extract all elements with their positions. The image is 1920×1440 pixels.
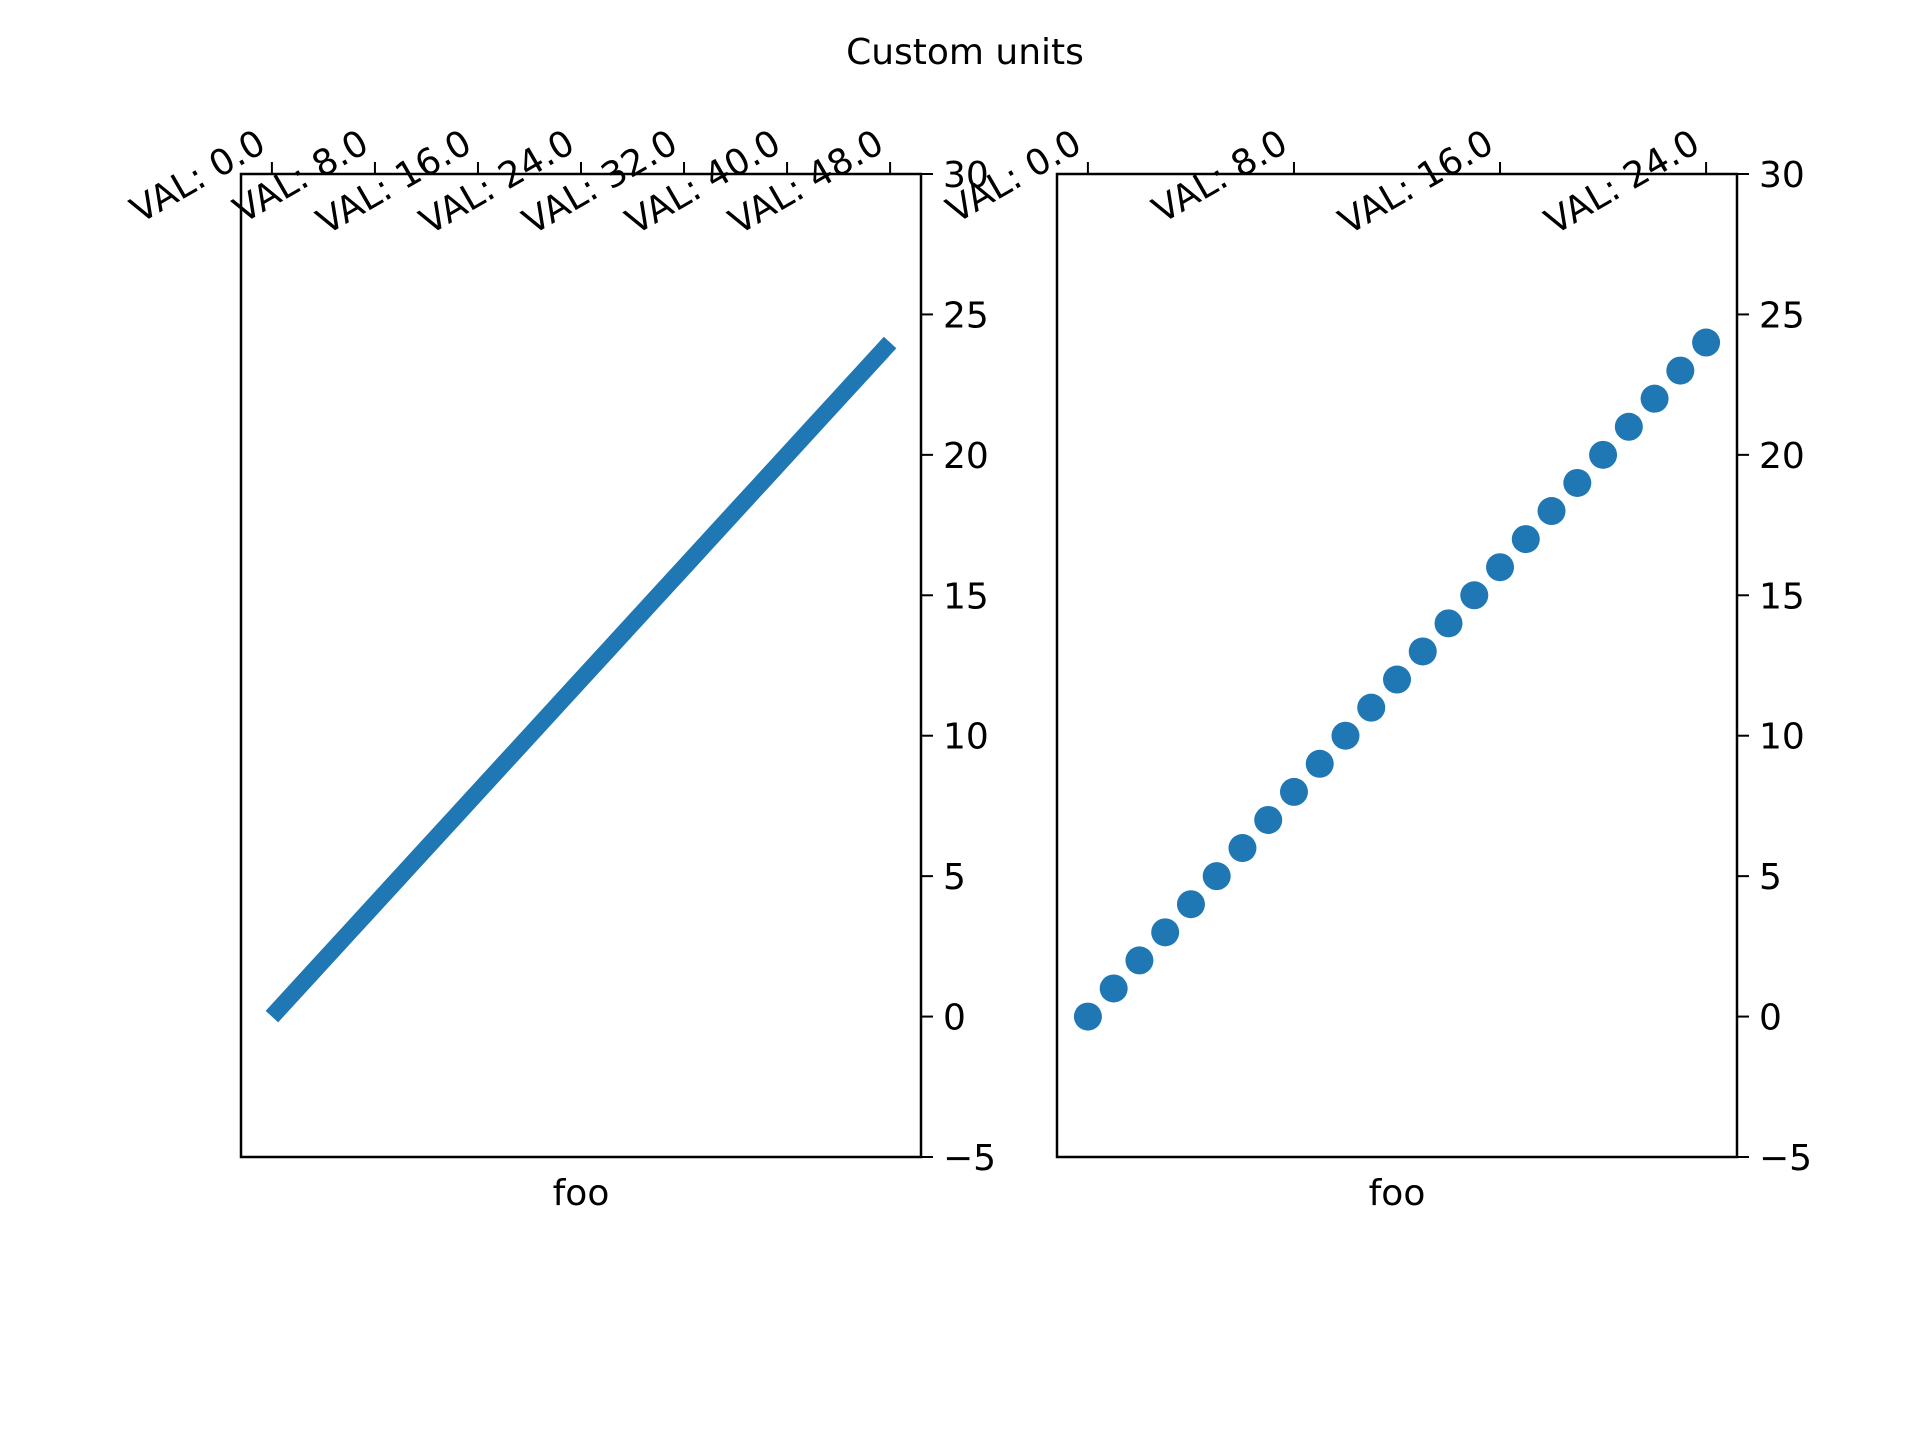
data-point <box>1151 918 1180 947</box>
y-tick-label: 20 <box>943 436 989 477</box>
y-tick-label: −5 <box>943 1138 996 1179</box>
x-axis-label: foo <box>553 1173 610 1214</box>
y-tick-label: 10 <box>943 717 989 758</box>
data-point <box>1279 777 1308 806</box>
y-tick-label: 0 <box>943 998 966 1039</box>
data-point <box>1666 356 1695 385</box>
data-point <box>1434 609 1463 638</box>
y-tick-label: 25 <box>943 295 989 336</box>
data-line <box>265 336 897 1023</box>
y-tick-label: 5 <box>1759 857 1782 898</box>
data-point <box>1486 553 1515 582</box>
y-tick-label: 30 <box>943 155 989 196</box>
data-point <box>1589 440 1618 469</box>
data-point <box>1383 665 1411 694</box>
x-axis-label: foo <box>1369 1173 1426 1214</box>
data-point <box>1563 468 1592 497</box>
data-point <box>1176 890 1205 919</box>
y-tick-label: 15 <box>943 576 989 617</box>
data-point <box>1357 693 1386 722</box>
data-point <box>1537 497 1566 526</box>
data-point <box>1305 749 1334 778</box>
data-point <box>1073 1002 1102 1031</box>
y-tick-label: 5 <box>943 857 966 898</box>
data-point <box>1202 862 1231 891</box>
figure-title: Custom units <box>846 32 1084 73</box>
data-point <box>1254 805 1283 834</box>
y-tick-label: 10 <box>1759 717 1805 758</box>
data-point <box>1125 946 1154 975</box>
data-point <box>1640 384 1669 413</box>
data-point <box>1692 328 1721 357</box>
y-tick-label: 30 <box>1759 155 1805 196</box>
y-tick-label: −5 <box>1759 1138 1812 1179</box>
y-tick-label: 25 <box>1759 295 1805 336</box>
data-point <box>1228 834 1257 863</box>
y-tick-label: 20 <box>1759 436 1805 477</box>
data-point <box>1511 525 1540 554</box>
data-point <box>1099 974 1128 1003</box>
axes-frame <box>1055 172 1739 1159</box>
data-point <box>1331 721 1360 750</box>
y-tick-label: 15 <box>1759 576 1805 617</box>
data-point <box>1408 637 1437 666</box>
data-point <box>1614 412 1643 441</box>
y-tick-label: 0 <box>1759 998 1782 1039</box>
data-point <box>1460 581 1489 610</box>
